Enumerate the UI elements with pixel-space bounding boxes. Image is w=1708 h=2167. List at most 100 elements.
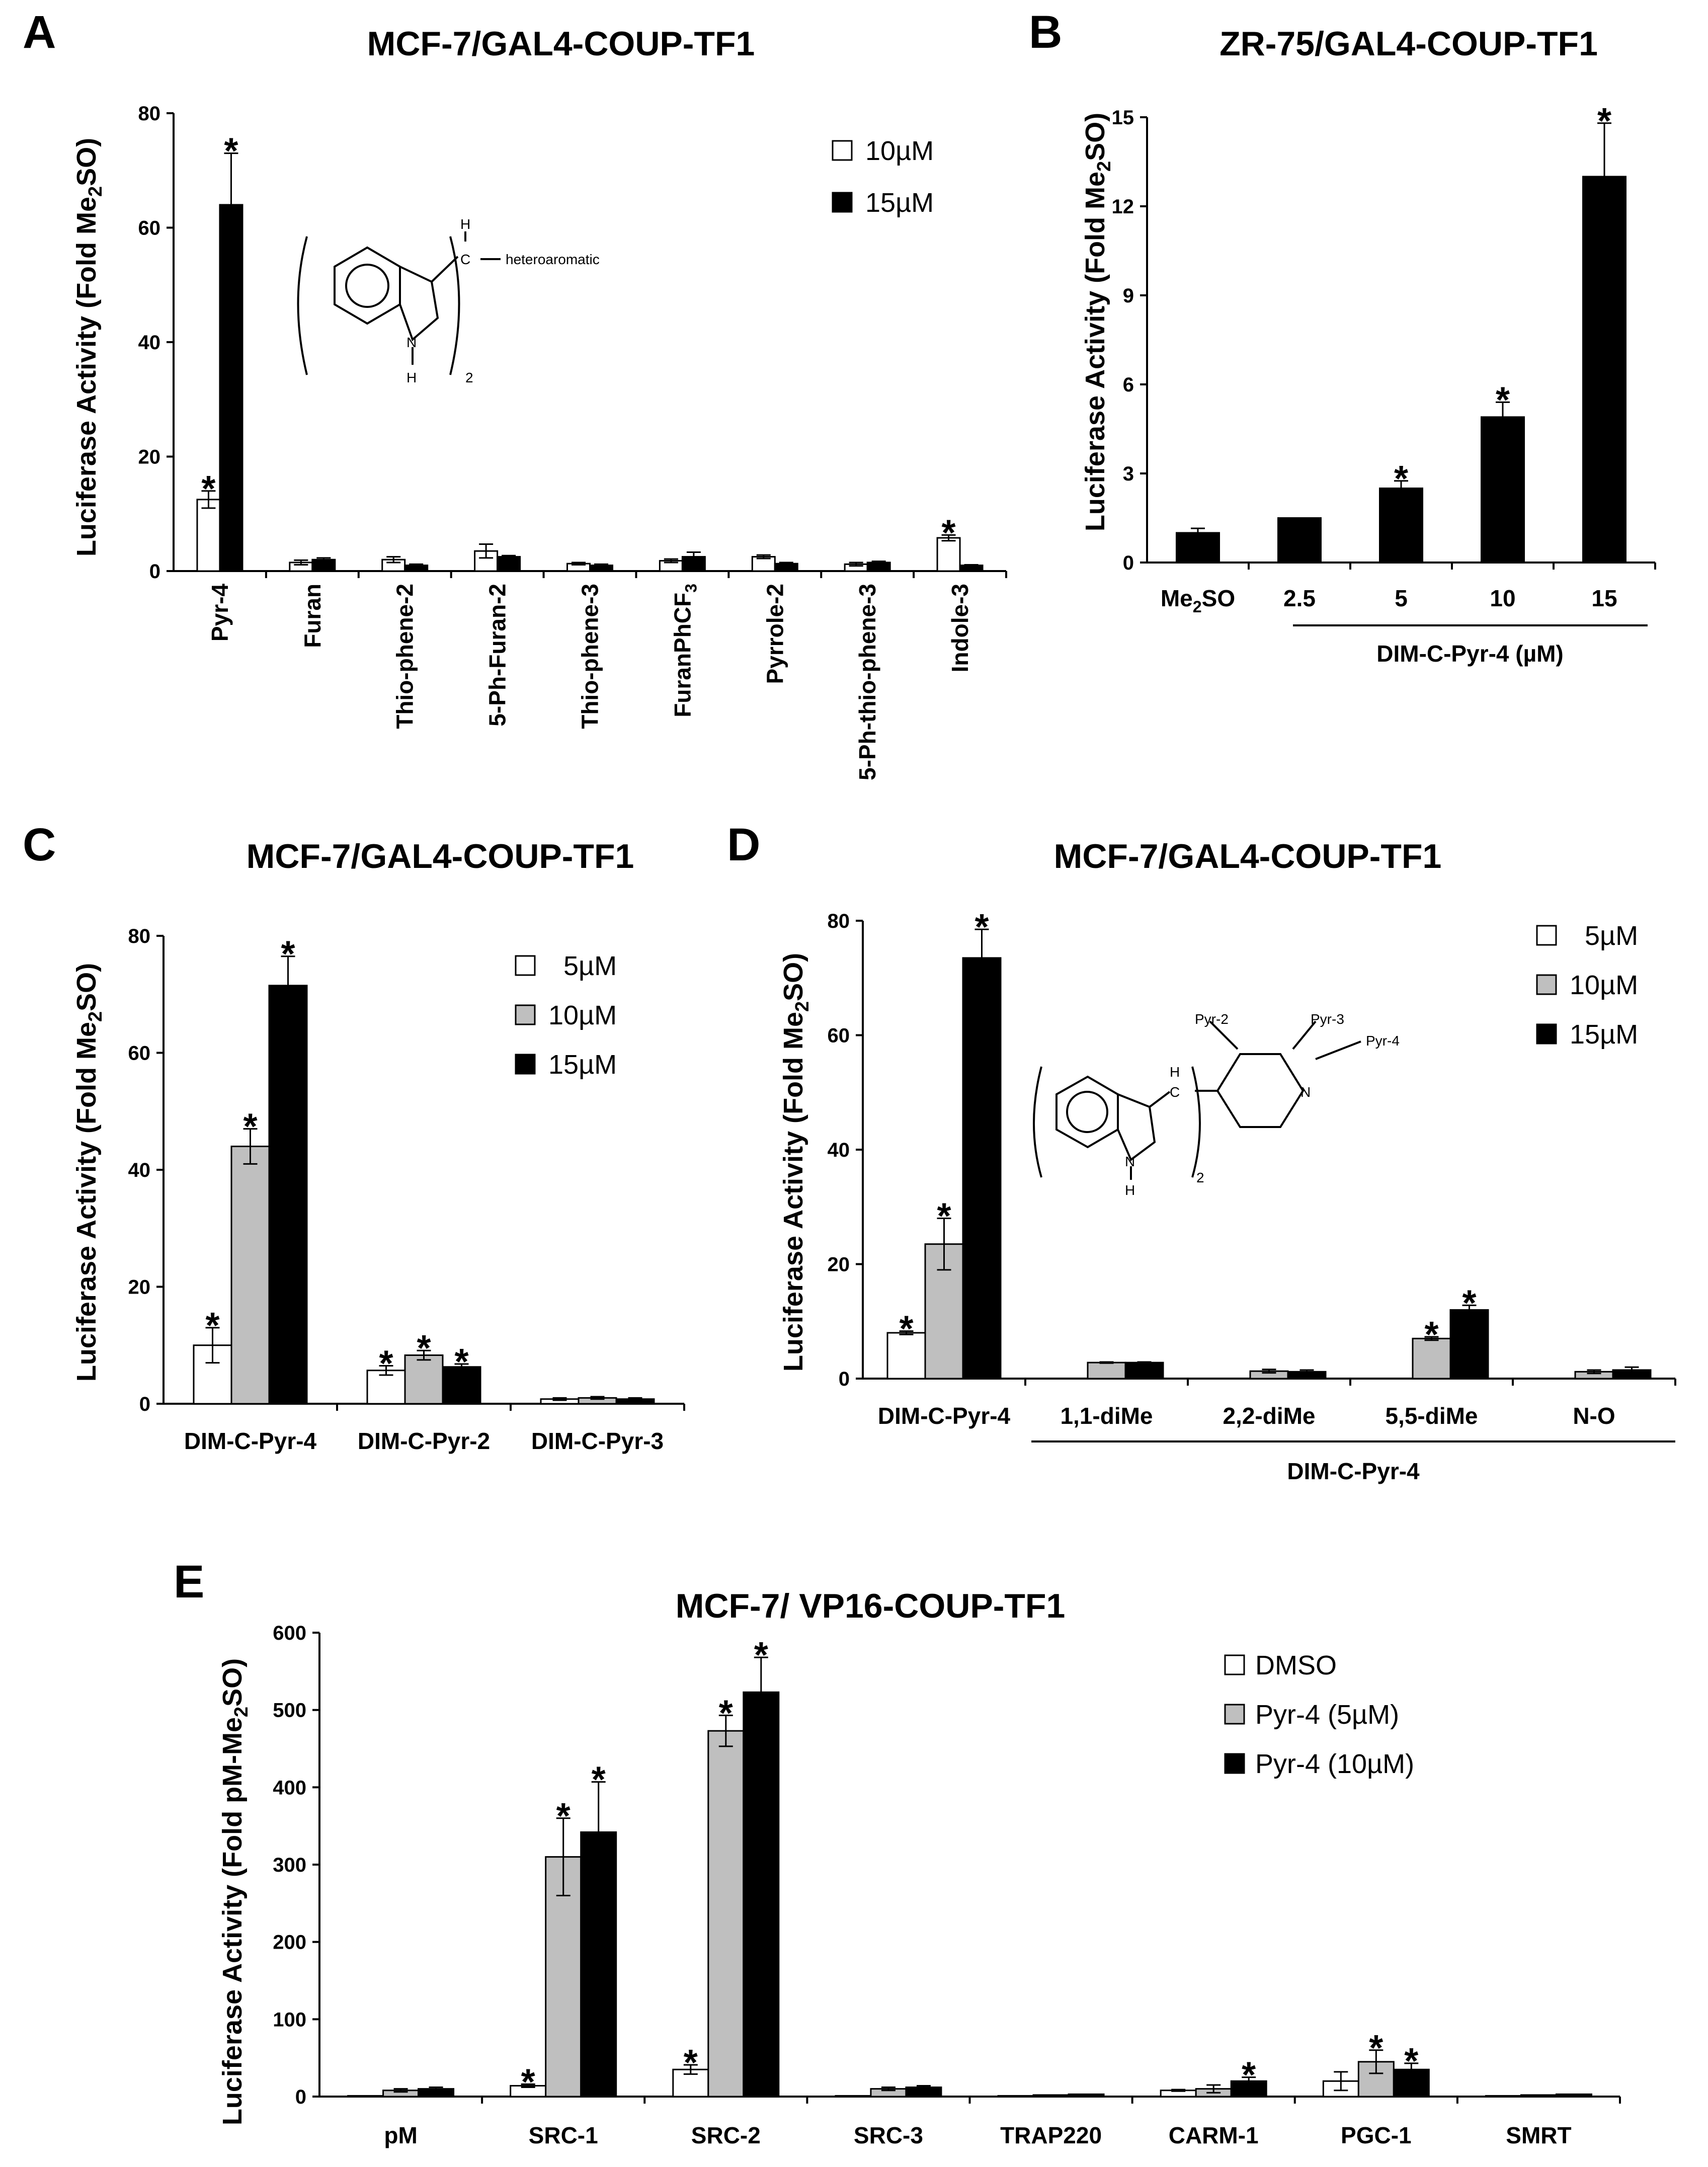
bar <box>366 1370 406 1405</box>
category-label: 10 <box>1490 585 1515 611</box>
category-label: 5-Ph-thio-phene-3 <box>854 584 880 780</box>
y-tick-label: 20 <box>138 446 161 468</box>
bar <box>347 2095 384 2098</box>
category-label: FuranPhCF3 <box>669 584 700 717</box>
category-label: Thio-phene-3 <box>577 584 603 729</box>
aromatic-circle <box>345 264 389 308</box>
significance-star: * <box>521 2062 535 2102</box>
panel-b-title: ZR-75/GAL4-COUP-TF1 <box>1219 25 1598 63</box>
left-bracket <box>1033 1066 1042 1178</box>
y-tick-label: 3 <box>1123 463 1134 485</box>
bar <box>835 2095 872 2098</box>
bar <box>1520 2094 1557 2098</box>
panel-c-bars: * * * * * * <box>193 934 655 1405</box>
panel-b-bars: * * * <box>1176 101 1626 564</box>
bar <box>886 1332 926 1380</box>
panel-a-category-labels: Pyr-4 Furan Thio-phene-2 5-Ph-Furan-2 Thio-p… <box>207 584 973 780</box>
panel-d-category-labels: DIM-C-Pyr-4 1,1-diMe 2,2-diMe 5,5-diMe N-O <box>878 1403 1615 1429</box>
bar <box>1481 416 1525 564</box>
chem-h-bottom: H <box>1125 1182 1135 1198</box>
significance-star: * <box>201 469 215 509</box>
panel-d-legend: 5µM 10µM 15µM <box>1536 921 1638 1050</box>
panel-b: B ZR-75/GAL4-COUP-TF1 Luciferase Activit… <box>1029 7 1656 667</box>
bar <box>962 957 1002 1380</box>
legend-swatch-pyr4-5um <box>1224 1704 1245 1725</box>
y-tick-label: 80 <box>128 925 151 947</box>
significance-star: * <box>1394 459 1408 499</box>
category-label: SRC-1 <box>529 2122 598 2148</box>
panel-a-title: MCF-7/GAL4-COUP-TF1 <box>367 25 755 63</box>
legend-label-15um: 15µM <box>548 1050 617 1080</box>
panel-d-group-label: DIM-C-Pyr-4 <box>1287 1458 1420 1484</box>
bar <box>1124 1361 1164 1380</box>
chem-h-top: H <box>460 216 470 232</box>
panel-b-category-labels: Me2SO 2.5 5 10 15 <box>1161 585 1617 616</box>
category-label: TRAP220 <box>1000 2122 1102 2148</box>
bar <box>1032 2094 1070 2098</box>
significance-star: * <box>224 131 238 172</box>
significance-star: * <box>592 1760 606 1800</box>
chem-label-pyr4: Pyr-4 <box>1366 1033 1400 1049</box>
legend-swatch-10um <box>515 1004 536 1025</box>
pyridyl-structure-inset <box>1033 1020 1361 1180</box>
category-label: Me2SO <box>1161 585 1235 616</box>
legend-label-15um: 15µM <box>865 188 934 218</box>
bar <box>404 1354 444 1405</box>
significance-star: * <box>556 1796 571 1836</box>
bar <box>707 1730 745 2098</box>
benzene-ring <box>334 246 401 325</box>
panel-c-category-labels: DIM-C-Pyr-4 DIM-C-Pyr-2 DIM-C-Pyr-3 <box>184 1428 664 1454</box>
panel-letter-d: D <box>727 819 760 870</box>
panel-e-bars: * * * * * * * * * <box>347 1635 1592 2102</box>
significance-star: * <box>719 1693 733 1733</box>
significance-star: * <box>1496 380 1510 420</box>
significance-star: * <box>1424 1315 1438 1355</box>
category-label: SMRT <box>1506 2122 1571 2148</box>
bar <box>1555 2093 1592 2098</box>
bar <box>1485 2095 1522 2098</box>
category-label: DIM-C-Pyr-3 <box>531 1428 664 1454</box>
bar <box>268 985 308 1405</box>
significance-star: * <box>1404 2041 1418 2081</box>
legend-swatch-dmso <box>1224 1654 1245 1675</box>
legend-label-10um: 10µM <box>865 136 934 166</box>
significance-star: * <box>1462 1283 1476 1323</box>
significance-star: * <box>417 1328 431 1369</box>
bar <box>545 1856 582 2098</box>
y-tick-label: 9 <box>1123 285 1134 307</box>
bar <box>1582 176 1626 564</box>
legend-swatch-15um <box>832 192 853 213</box>
panel-e: E MCF-7/ VP16-COUP-TF1 Luciferase Activi… <box>174 1556 1621 2148</box>
benzene-ring <box>1055 1075 1119 1149</box>
pyr2-arrow <box>1209 1020 1239 1050</box>
significance-star: * <box>454 1342 468 1382</box>
panel-e-legend: DMSO Pyr-4 (5µM) Pyr-4 (10µM) <box>1224 1650 1414 1779</box>
right-bracket <box>1191 1066 1201 1178</box>
indole-structure-inset <box>297 231 501 375</box>
chem-h-top: H <box>1170 1064 1180 1080</box>
chem-n: N <box>406 335 417 350</box>
pyr3-arrow <box>1292 1020 1317 1050</box>
panel-a-axes <box>173 113 1007 578</box>
significance-star: * <box>974 907 989 947</box>
y-tick-label: 6 <box>1123 374 1134 396</box>
chem-n-indole: N <box>1125 1154 1135 1169</box>
category-label: Furan <box>299 584 326 648</box>
panel-e-title: MCF-7/ VP16-COUP-TF1 <box>676 1587 1066 1625</box>
legend-swatch-15um <box>1536 1023 1557 1045</box>
right-bracket <box>449 236 460 375</box>
legend-swatch-5um <box>1536 925 1557 946</box>
legend-label-dmso: DMSO <box>1255 1650 1337 1680</box>
y-tick-label: 100 <box>273 2009 306 2031</box>
chem-c: C <box>1170 1084 1180 1100</box>
chem-subscript-2: 2 <box>1196 1170 1204 1185</box>
panel-d-title: MCF-7/GAL4-COUP-TF1 <box>1054 837 1442 875</box>
chem-label-pyr3: Pyr-3 <box>1311 1011 1344 1027</box>
significance-star: * <box>205 1306 219 1346</box>
legend-label-pyr4-10um: Pyr-4 (10µM) <box>1255 1749 1414 1779</box>
y-tick-label: 200 <box>273 1932 306 1954</box>
bar <box>219 204 243 572</box>
bar <box>997 2095 1034 2098</box>
panel-a: A MCF-7/GAL4-COUP-TF1 Luciferase Activit… <box>23 7 1007 780</box>
y-tick-label: 0 <box>839 1368 850 1390</box>
